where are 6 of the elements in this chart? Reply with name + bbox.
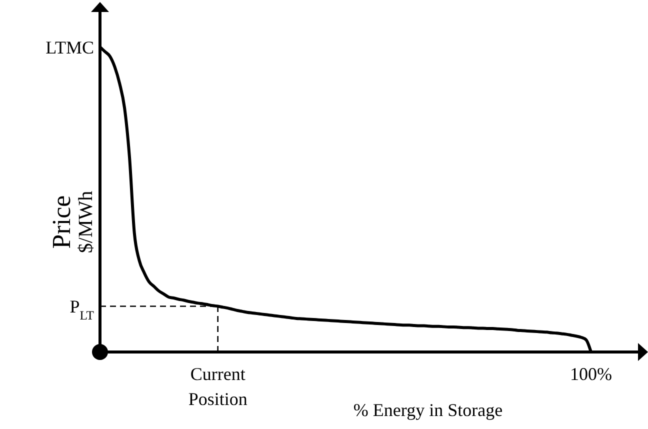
x-axis-title: % Energy in Storage <box>353 400 503 420</box>
x-tick-label: 100% <box>570 364 612 384</box>
y-axis-title: Price $/MWh <box>47 190 97 254</box>
text: P$_{LT}$ <box>70 296 94 323</box>
x-tick-label: Current Position <box>188 364 248 409</box>
text: LTMC <box>46 37 94 58</box>
